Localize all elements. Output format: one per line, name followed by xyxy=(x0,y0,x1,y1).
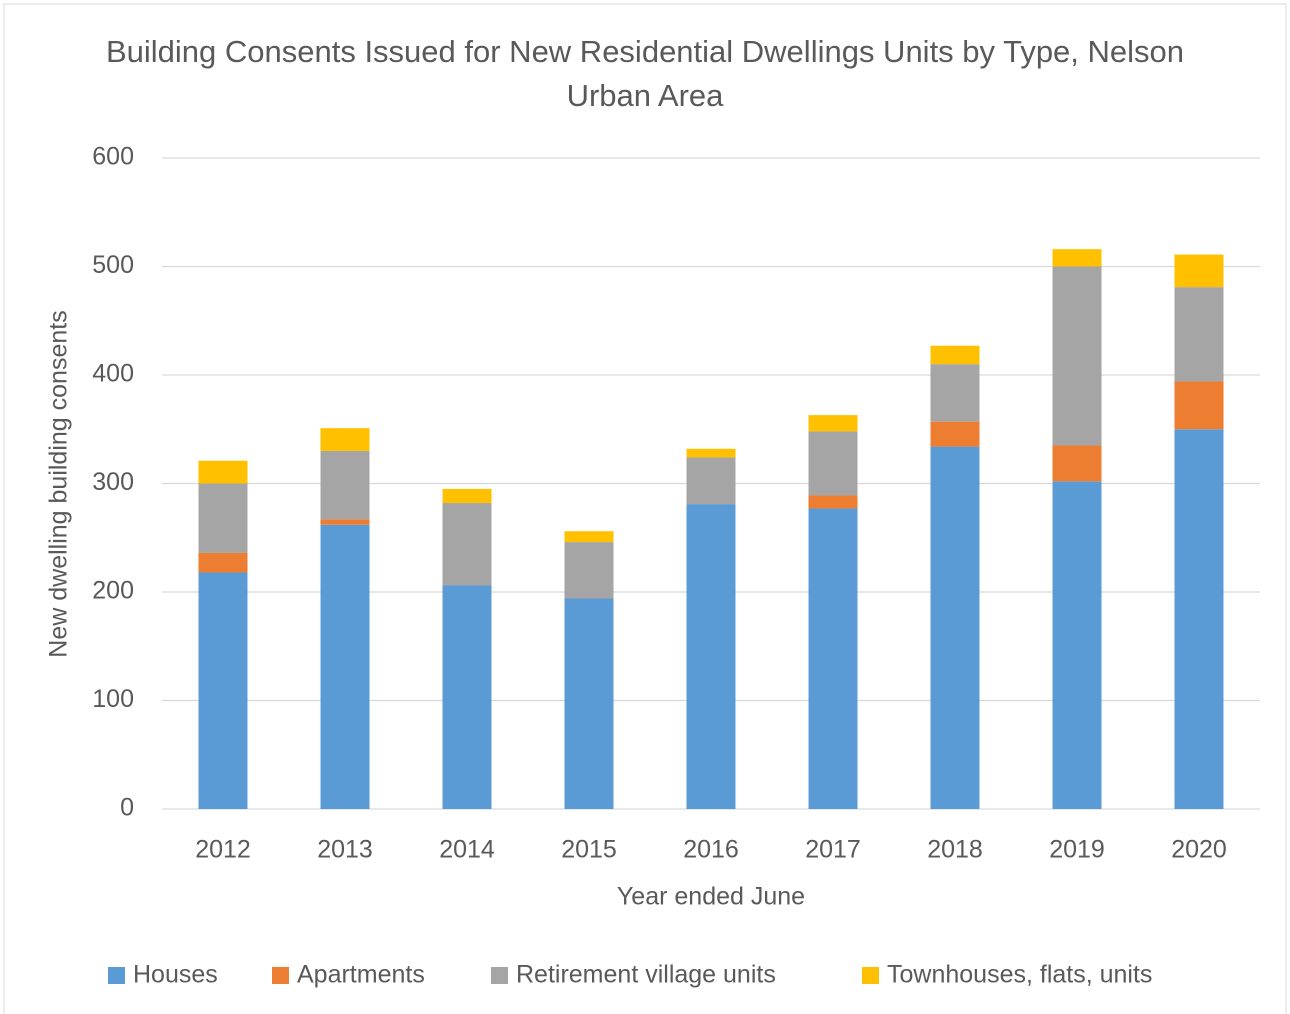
x-tick-label: 2017 xyxy=(805,836,861,864)
bar-segment xyxy=(808,495,858,509)
x-tick-label: 2020 xyxy=(1171,836,1227,864)
bar-segment xyxy=(442,503,492,586)
x-tick-label: 2016 xyxy=(683,836,739,864)
bar-segment xyxy=(198,483,248,553)
bar-segment xyxy=(198,552,248,573)
bar-segment xyxy=(320,428,370,451)
y-tick-label: 400 xyxy=(92,360,134,388)
x-tick-label: 2012 xyxy=(195,836,251,864)
x-axis-label: Year ended June xyxy=(617,883,805,911)
bar-segment xyxy=(1174,429,1224,809)
bar-segment xyxy=(1052,481,1102,809)
bar-segment xyxy=(808,508,858,809)
legend-swatch xyxy=(272,967,289,984)
legend-swatch xyxy=(491,967,508,984)
x-tick-label: 2013 xyxy=(317,836,373,864)
bar-segment xyxy=(320,450,370,520)
y-tick-label: 500 xyxy=(92,251,134,279)
bar-segment xyxy=(564,598,614,809)
bar-segment xyxy=(1174,254,1224,288)
bar-segment xyxy=(564,531,614,543)
bar-segment xyxy=(564,542,614,599)
bar-segment xyxy=(686,448,736,458)
bar-segment xyxy=(686,504,736,809)
x-tick-label: 2015 xyxy=(561,836,617,864)
bar-segment xyxy=(686,457,736,505)
bar-segment xyxy=(930,345,980,365)
bar-segment xyxy=(320,519,370,525)
legend-label: Houses xyxy=(133,961,218,989)
bar-segment xyxy=(1052,249,1102,267)
y-tick-label: 0 xyxy=(120,794,134,822)
chart-title: Building Consents Issued for New Residen… xyxy=(105,34,1185,113)
bar-segment xyxy=(442,585,492,809)
y-tick-label: 300 xyxy=(92,468,134,496)
legend-label: Townhouses, flats, units xyxy=(887,961,1152,989)
bar-segment xyxy=(930,446,980,809)
bar-segment xyxy=(1174,381,1224,430)
x-tick-label: 2014 xyxy=(439,836,495,864)
bar-segment xyxy=(1052,266,1102,446)
title-box: Building Consents Issued for New Residen… xyxy=(105,34,1185,113)
bar-segment xyxy=(930,421,980,447)
legend-swatch xyxy=(862,967,879,984)
x-tick-label: 2019 xyxy=(1049,836,1105,864)
y-tick-label: 600 xyxy=(92,143,134,171)
x-tick-label: 2018 xyxy=(927,836,983,864)
legend-label: Retirement village units xyxy=(516,961,776,989)
legend-label: Apartments xyxy=(297,961,425,989)
bar-segment xyxy=(198,572,248,809)
bar-segment xyxy=(808,415,858,432)
bar-segment xyxy=(442,488,492,504)
bar-segment xyxy=(808,431,858,496)
bar-segment xyxy=(198,460,248,484)
bar-segment xyxy=(1052,445,1102,482)
legend-swatch xyxy=(108,967,125,984)
y-tick-label: 100 xyxy=(92,685,134,713)
bar-segment xyxy=(1174,287,1224,382)
y-axis-label: New dwelling building consents xyxy=(45,310,73,657)
y-tick-label: 200 xyxy=(92,577,134,605)
bar-segment xyxy=(930,364,980,422)
bar-segment xyxy=(320,524,370,809)
